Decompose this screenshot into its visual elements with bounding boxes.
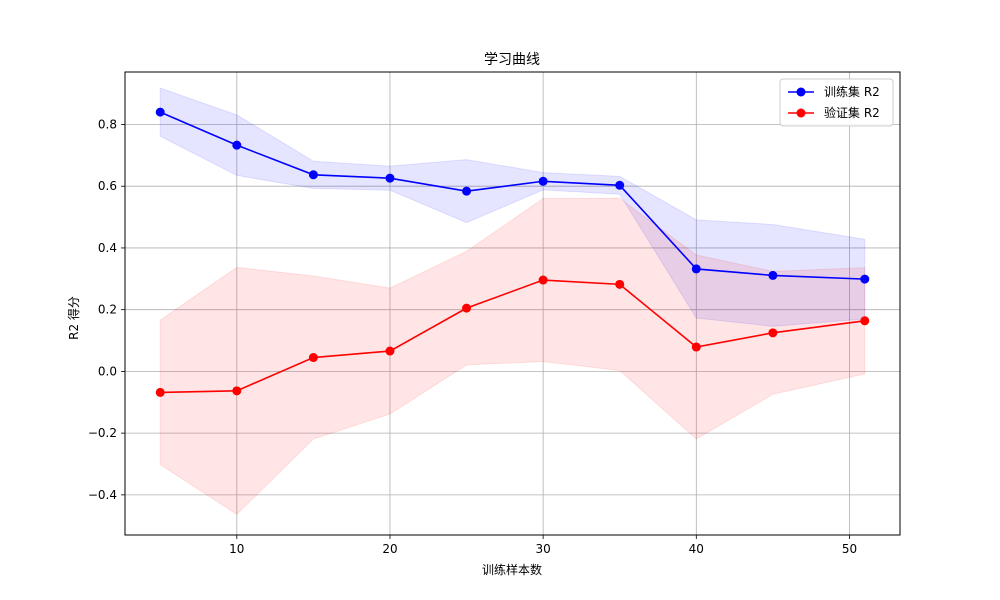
- y-tick-label: −0.2: [88, 426, 117, 440]
- legend-marker-series-1: [796, 87, 806, 97]
- legend-marker-series-2: [796, 108, 806, 118]
- confidence-bands: [159, 87, 866, 515]
- y-tick-label: 0.0: [98, 364, 117, 378]
- x-tick-label: 50: [842, 542, 857, 556]
- data-point-series-2: [538, 275, 548, 285]
- confidence-band-series-2: [159, 197, 866, 515]
- series-lines: [155, 107, 870, 397]
- x-tick-label: 30: [535, 542, 550, 556]
- x-axis-label: 训练样本数: [482, 562, 542, 577]
- legend-label-series-1: 训练集 R2: [824, 84, 880, 99]
- data-point-series-2: [155, 387, 165, 397]
- grid: [125, 72, 900, 535]
- chart-title: 学习曲线: [484, 52, 540, 68]
- plot-frame: [124, 71, 901, 536]
- legend-box: [779, 78, 894, 127]
- data-point-series-2: [308, 353, 318, 363]
- x-tick-label: 10: [229, 542, 244, 556]
- data-point-series-1: [691, 264, 701, 274]
- data-point-series-1: [232, 140, 242, 150]
- y-tick-label: 0.2: [98, 303, 117, 317]
- data-point-series-1: [860, 274, 870, 284]
- data-point-series-2: [691, 342, 701, 352]
- data-point-series-1: [308, 170, 318, 180]
- data-point-series-2: [615, 279, 625, 289]
- data-point-series-1: [462, 186, 472, 196]
- series-line-1: [159, 111, 865, 280]
- data-point-series-1: [538, 176, 548, 186]
- y-axis-label: R2 得分: [66, 296, 81, 340]
- y-tick-label: −0.4: [88, 488, 117, 502]
- y-tick-label: 0.6: [98, 179, 117, 193]
- data-point-series-1: [768, 270, 778, 280]
- data-point-series-2: [860, 316, 870, 326]
- legend-label-series-2: 验证集 R2: [824, 105, 880, 120]
- data-point-series-2: [768, 328, 778, 338]
- axes: 10 20 30 40 50 −0.4 −0.2 0.0 0.2 0.4 0.6 0.8: [88, 71, 901, 556]
- data-point-series-1: [155, 107, 165, 117]
- x-tick-label: 40: [689, 542, 704, 556]
- data-point-series-1: [615, 180, 625, 190]
- x-tick-label: 20: [382, 542, 397, 556]
- legend: 训练集 R2 验证集 R2: [779, 78, 894, 127]
- data-point-series-2: [232, 386, 242, 396]
- data-point-series-2: [462, 303, 472, 313]
- data-point-series-1: [385, 173, 395, 183]
- y-tick-label: 0.4: [98, 241, 117, 255]
- y-tick-label: 0.8: [98, 117, 117, 131]
- series-line-2: [160, 279, 865, 394]
- data-point-series-2: [385, 346, 395, 356]
